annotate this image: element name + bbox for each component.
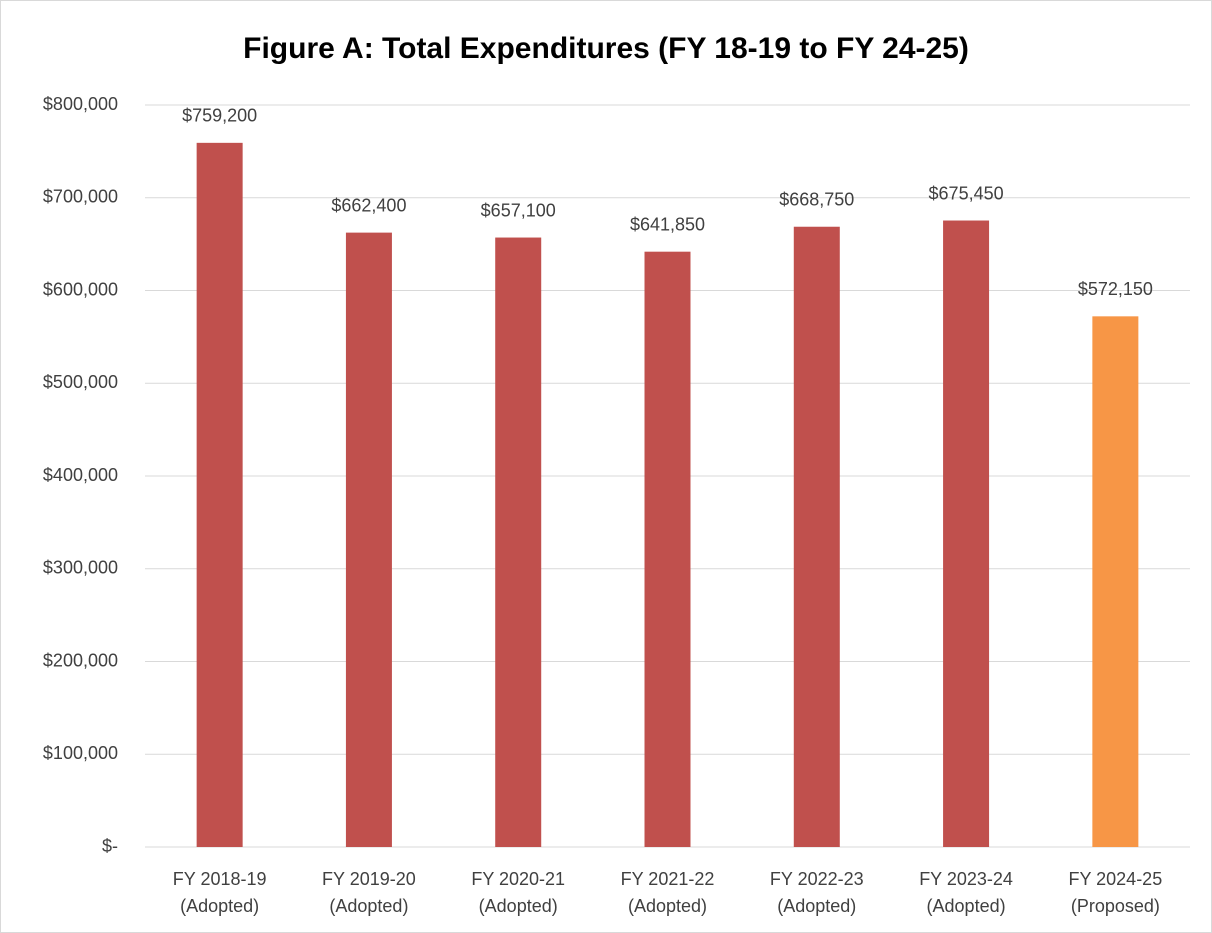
x-tick-label: FY 2024-25: [1068, 869, 1162, 889]
bar: [943, 220, 990, 847]
data-label: $759,200: [182, 106, 257, 126]
data-label: $657,100: [481, 200, 556, 220]
data-label: $668,750: [779, 189, 854, 209]
x-tick-label: (Adopted): [927, 896, 1006, 916]
y-tick-label: $100,000: [43, 743, 118, 763]
chart-title: Figure A: Total Expenditures (FY 18-19 t…: [243, 32, 969, 65]
x-tick-label: (Adopted): [479, 896, 558, 916]
data-label: $641,850: [630, 214, 705, 234]
x-tick-label: FY 2019-20: [322, 869, 416, 889]
x-tick-label: FY 2021-22: [621, 869, 715, 889]
y-tick-label: $700,000: [43, 187, 118, 207]
data-label: $572,150: [1078, 279, 1153, 299]
x-tick-label: FY 2020-21: [471, 869, 565, 889]
bar: [1092, 316, 1139, 847]
x-tick-label: (Adopted): [628, 896, 707, 916]
data-label: $675,450: [929, 183, 1004, 203]
y-tick-label: $200,000: [43, 650, 118, 670]
y-tick-label: $600,000: [43, 279, 118, 299]
x-tick-label: (Adopted): [777, 896, 856, 916]
data-label: $662,400: [331, 195, 406, 215]
x-tick-label: (Proposed): [1071, 896, 1160, 916]
y-tick-label: $300,000: [43, 558, 118, 578]
y-tick-label: $800,000: [43, 94, 118, 114]
x-tick-label: (Adopted): [329, 896, 408, 916]
y-tick-label: $-: [102, 836, 118, 856]
x-tick-label: FY 2023-24: [919, 869, 1013, 889]
bar: [644, 251, 691, 847]
x-tick-label: FY 2022-23: [770, 869, 864, 889]
bar: [196, 142, 243, 848]
bar: [793, 226, 840, 847]
x-tick-label: FY 2018-19: [173, 869, 267, 889]
bar: [345, 232, 392, 847]
x-tick-label: (Adopted): [180, 896, 259, 916]
y-tick-label: $400,000: [43, 465, 118, 485]
y-tick-label: $500,000: [43, 372, 118, 392]
bar: [495, 237, 542, 848]
